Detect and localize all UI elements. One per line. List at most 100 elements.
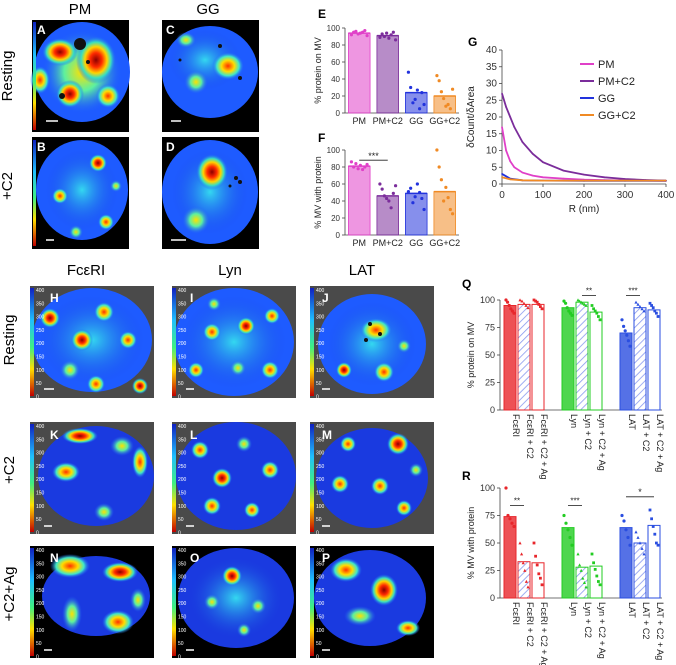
bar [503,516,517,599]
colorbar [172,424,176,532]
data-point [508,517,512,521]
data-point [413,97,417,101]
data-point [564,301,568,305]
data-point [590,552,594,556]
significance-label: *** [570,497,579,506]
y-tick-label: 0 [490,405,495,415]
image-panel-d [162,137,259,249]
image-panel-l [172,422,296,534]
row-label-resting-top: Resting [0,51,16,102]
image-panel-p [310,546,434,658]
data-point [576,298,580,302]
data-point [448,107,452,111]
data-point [382,194,386,198]
data-point [524,579,528,583]
y-axis-label: % MV with protein [466,507,476,580]
data-point [598,318,602,322]
data-point [526,585,530,589]
data-point [520,299,524,303]
chart-e: 0 20 40 60 80 100 % protein on MV PM PM+C2 GG GG+C… [313,24,460,126]
panel-letter-h: H [50,291,59,305]
data-point [450,87,455,91]
y-tick-label: 80 [331,163,340,172]
chart-f: 0 20 40 60 80 100 % MV with protein PM PM+C2 GG GG… [313,146,460,248]
y-tick-label: 0 [336,231,341,240]
data-point [642,552,646,556]
legend-label: PM+C2 [598,76,635,88]
colorbar-tick-label: 150 [316,491,325,497]
series-point [513,126,516,128]
x-tick-label: FcεRI [511,602,521,625]
y-axis-label: % protein on MV [313,37,323,104]
data-point [523,568,527,572]
data-point [532,298,536,302]
colorbar-tick-label: 250 [316,464,325,470]
image-panel-c [162,20,259,132]
colorbar-tick-label: 50 [36,517,42,523]
x-tick-label: FcεRI + C2 + Ag [539,414,549,480]
colorbar-tick-label: 200 [178,477,187,483]
data-point [648,508,652,512]
chart-q: 0 25 50 75 100 % protein on MV FcεRI FcεRI + C2… [466,287,665,480]
row-label-c2-top: +C2 [0,172,16,200]
data-point [354,162,358,166]
series-point [624,178,626,180]
data-point [422,207,426,212]
y-tick-label: 60 [331,180,340,189]
data-point [579,300,583,304]
data-point [437,79,441,83]
data-point [446,102,450,107]
x-tick-label: GG [409,116,423,126]
colorbar-tick-label: 100 [36,504,45,510]
significance-label: ** [514,497,520,506]
data-point [620,513,624,518]
bar [348,32,371,114]
x-tick-label: Lyn + C2 + Ag [597,414,607,471]
x-tick-label: 0 [499,190,505,201]
significance-label: ** [586,287,592,296]
data-point [504,298,508,302]
data-point [622,519,626,523]
colorbar [30,288,34,396]
colorbar-tick-label: 150 [36,355,45,361]
data-point [651,306,655,310]
data-point [628,543,632,547]
panel-letter-o: O [190,551,199,565]
data-point [595,574,599,578]
colorbar-tick-label: 250 [36,588,45,594]
data-point [593,568,597,571]
series-line [501,93,667,182]
bar [561,307,575,411]
data-point [638,305,642,308]
data-point [598,583,602,587]
x-tick-label: GG [409,238,423,248]
data-point [564,521,568,525]
x-tick-label: Lyn [569,414,579,428]
colorbar-tick-label: 350 [36,561,45,567]
colorbar-tick-label: 350 [316,301,325,307]
colorbar [172,288,176,396]
series-point [542,179,544,182]
data-point [540,307,544,311]
data-point [363,28,367,33]
panel-letter-j: J [322,291,329,305]
colorbar-tick-label: 400 [36,288,45,294]
bar [503,305,517,411]
y-tick-label: 25 [485,378,495,388]
series-point [521,171,524,174]
colorbar-tick-label: 300 [316,315,325,321]
series-point [542,176,544,179]
data-point [437,165,441,169]
data-point [446,196,450,200]
series-point [509,116,512,118]
data-point [435,148,439,152]
data-point [504,486,508,490]
data-point [413,195,417,199]
colorbar-tick-label: 100 [316,504,325,510]
data-point [570,543,574,547]
y-axis-label: % protein on MV [466,322,476,389]
data-point [576,552,580,556]
data-point [595,311,599,315]
data-point [349,33,354,37]
